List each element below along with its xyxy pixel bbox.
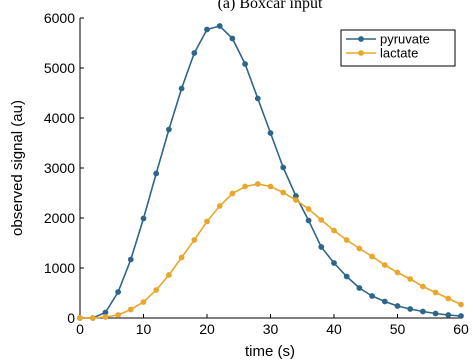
data-point-pyruvate bbox=[369, 293, 375, 299]
data-point-pyruvate bbox=[128, 257, 134, 263]
data-point-lactate bbox=[153, 287, 159, 293]
y-tick-label: 2000 bbox=[44, 210, 75, 226]
data-point-pyruvate bbox=[433, 311, 439, 317]
data-point-lactate bbox=[77, 315, 83, 321]
data-point-lactate bbox=[128, 307, 134, 313]
y-tick-label: 5000 bbox=[44, 60, 75, 76]
data-point-pyruvate bbox=[445, 312, 451, 318]
data-point-lactate bbox=[90, 315, 96, 321]
x-tick-label: 60 bbox=[453, 321, 469, 337]
data-point-lactate bbox=[242, 184, 248, 190]
data-point-pyruvate bbox=[306, 218, 312, 224]
data-point-lactate bbox=[280, 190, 286, 196]
data-point-lactate bbox=[344, 237, 350, 243]
data-point-pyruvate bbox=[242, 61, 248, 67]
chart-title: (a) Boxcar input bbox=[218, 0, 323, 12]
data-point-pyruvate bbox=[153, 171, 159, 177]
data-point-pyruvate bbox=[115, 289, 121, 295]
data-point-lactate bbox=[217, 203, 223, 209]
x-tick-label: 50 bbox=[390, 321, 406, 337]
data-point-lactate bbox=[433, 290, 439, 296]
y-tick-label: 6000 bbox=[44, 10, 75, 26]
y-axis-title: observed signal (au) bbox=[9, 100, 26, 236]
data-point-pyruvate bbox=[280, 165, 286, 171]
data-point-lactate bbox=[141, 299, 147, 305]
data-point-lactate bbox=[268, 184, 274, 190]
data-point-lactate bbox=[318, 217, 324, 223]
data-point-pyruvate bbox=[382, 299, 388, 305]
data-point-lactate bbox=[306, 206, 312, 212]
data-point-lactate bbox=[166, 272, 172, 278]
y-tick-label: 4000 bbox=[44, 110, 75, 126]
x-tick-label: 40 bbox=[326, 321, 342, 337]
data-point-pyruvate bbox=[420, 309, 426, 315]
data-point-pyruvate bbox=[331, 260, 337, 266]
data-point-lactate bbox=[445, 296, 451, 302]
data-point-lactate bbox=[458, 302, 464, 308]
data-point-lactate bbox=[420, 284, 426, 290]
data-point-pyruvate bbox=[268, 130, 274, 136]
data-point-lactate bbox=[293, 197, 299, 203]
legend-marker-pyruvate bbox=[358, 36, 364, 42]
y-tick-label: 0 bbox=[67, 310, 75, 326]
legend-marker-lactate bbox=[358, 50, 364, 56]
data-point-pyruvate bbox=[204, 27, 210, 33]
data-point-lactate bbox=[357, 246, 363, 252]
x-tick-label: 0 bbox=[76, 321, 84, 337]
data-point-pyruvate bbox=[166, 127, 172, 133]
data-point-pyruvate bbox=[230, 36, 236, 42]
data-point-lactate bbox=[395, 270, 401, 276]
data-point-pyruvate bbox=[407, 306, 413, 312]
data-point-lactate bbox=[115, 312, 121, 318]
data-point-lactate bbox=[230, 191, 236, 197]
x-tick-label: 20 bbox=[199, 321, 215, 337]
data-point-lactate bbox=[331, 228, 337, 234]
data-point-lactate bbox=[103, 314, 109, 320]
data-point-pyruvate bbox=[191, 50, 197, 56]
legend-label-lactate: lactate bbox=[380, 46, 418, 61]
x-tick-label: 10 bbox=[136, 321, 152, 337]
data-point-pyruvate bbox=[458, 313, 464, 319]
legend-label-pyruvate: pyruvate bbox=[380, 32, 430, 47]
data-point-pyruvate bbox=[217, 23, 223, 29]
data-point-lactate bbox=[407, 276, 413, 282]
data-point-pyruvate bbox=[395, 303, 401, 309]
data-point-lactate bbox=[382, 262, 388, 268]
data-point-lactate bbox=[204, 219, 210, 225]
data-point-pyruvate bbox=[357, 285, 363, 291]
data-point-lactate bbox=[369, 254, 375, 260]
data-point-pyruvate bbox=[318, 244, 324, 250]
data-point-lactate bbox=[191, 237, 197, 243]
data-point-lactate bbox=[179, 255, 185, 261]
data-point-pyruvate bbox=[255, 96, 261, 102]
x-axis-title: time (s) bbox=[245, 343, 295, 360]
data-point-pyruvate bbox=[179, 86, 185, 92]
x-tick-label: 30 bbox=[263, 321, 279, 337]
data-point-lactate bbox=[255, 181, 261, 187]
y-tick-label: 1000 bbox=[44, 260, 75, 276]
data-point-pyruvate bbox=[344, 274, 350, 280]
y-tick-label: 3000 bbox=[44, 160, 75, 176]
data-point-pyruvate bbox=[141, 216, 147, 222]
